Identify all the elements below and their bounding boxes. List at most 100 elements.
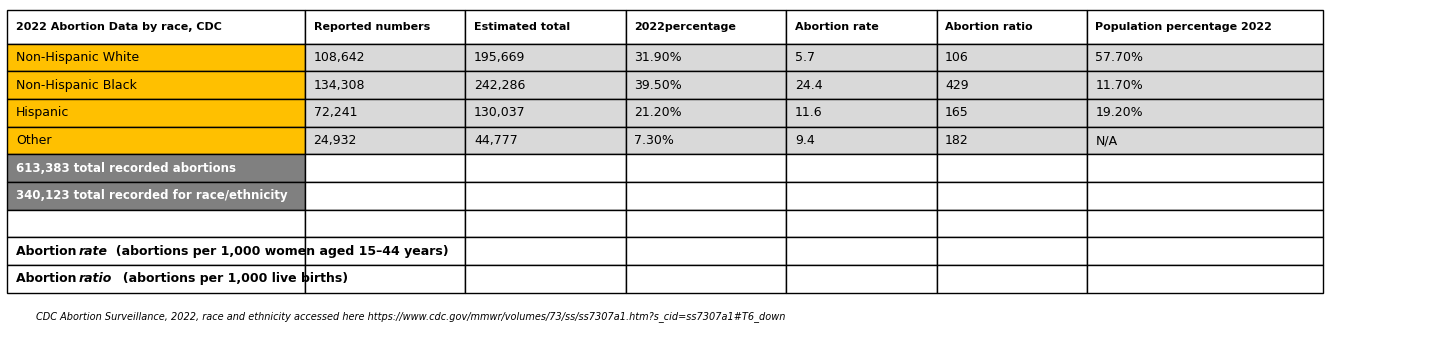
Bar xyxy=(305,71,465,99)
Bar xyxy=(626,71,786,99)
Bar xyxy=(786,237,937,265)
Bar xyxy=(626,237,786,265)
Bar xyxy=(1087,127,1323,154)
Bar xyxy=(1087,99,1323,127)
Text: 72,241: 72,241 xyxy=(314,106,357,119)
Bar xyxy=(465,10,626,44)
Bar xyxy=(7,44,305,71)
Text: N/A: N/A xyxy=(1095,134,1117,147)
Bar xyxy=(7,71,305,99)
Text: 182: 182 xyxy=(945,134,969,147)
Bar xyxy=(937,10,1087,44)
Text: 21.20%: 21.20% xyxy=(634,106,682,119)
Text: Non-Hispanic Black: Non-Hispanic Black xyxy=(16,79,136,92)
Bar xyxy=(305,10,465,44)
Bar xyxy=(937,71,1087,99)
Bar xyxy=(937,99,1087,127)
Text: 195,669: 195,669 xyxy=(474,51,526,64)
Bar xyxy=(465,154,626,182)
Bar xyxy=(465,210,626,237)
Bar xyxy=(1087,265,1323,293)
Bar xyxy=(305,237,465,265)
Text: Abortion rate: Abortion rate xyxy=(795,22,878,32)
Bar xyxy=(1087,10,1323,44)
Text: rate: rate xyxy=(79,245,107,257)
Text: Abortion ratio: Abortion ratio xyxy=(945,22,1032,32)
Text: CDC Abortion Surveillance, 2022, race and ethnicity accessed here https://www.cd: CDC Abortion Surveillance, 2022, race an… xyxy=(36,311,785,322)
Bar xyxy=(305,99,465,127)
Bar xyxy=(937,154,1087,182)
Text: (abortions per 1,000 women aged 15–44 years): (abortions per 1,000 women aged 15–44 ye… xyxy=(107,245,448,257)
Bar xyxy=(305,154,465,182)
Bar xyxy=(465,237,626,265)
Text: 9.4: 9.4 xyxy=(795,134,815,147)
Text: 57.70%: 57.70% xyxy=(1095,51,1144,64)
Bar xyxy=(937,265,1087,293)
Text: Estimated total: Estimated total xyxy=(474,22,570,32)
Text: 130,037: 130,037 xyxy=(474,106,526,119)
Bar xyxy=(1087,71,1323,99)
Bar xyxy=(1087,154,1323,182)
Text: 429: 429 xyxy=(945,79,968,92)
Bar xyxy=(465,71,626,99)
Text: Population percentage 2022: Population percentage 2022 xyxy=(1095,22,1273,32)
Bar xyxy=(465,127,626,154)
Bar xyxy=(7,265,305,293)
Bar xyxy=(937,44,1087,71)
Bar xyxy=(7,210,305,237)
Bar xyxy=(465,265,626,293)
Text: (abortions per 1,000 live births): (abortions per 1,000 live births) xyxy=(115,272,348,285)
Bar xyxy=(786,265,937,293)
Bar xyxy=(7,127,305,154)
Text: 39.50%: 39.50% xyxy=(634,79,682,92)
Text: Other: Other xyxy=(16,134,52,147)
Bar xyxy=(7,99,305,127)
Bar xyxy=(786,71,937,99)
Text: 11.70%: 11.70% xyxy=(1095,79,1143,92)
Text: ratio: ratio xyxy=(79,272,112,285)
Text: 24.4: 24.4 xyxy=(795,79,822,92)
Text: 613,383 total recorded abortions: 613,383 total recorded abortions xyxy=(16,162,236,175)
Bar xyxy=(1087,237,1323,265)
Bar xyxy=(786,44,937,71)
Bar xyxy=(626,44,786,71)
Bar xyxy=(937,210,1087,237)
Bar xyxy=(305,182,465,210)
Text: Reported numbers: Reported numbers xyxy=(314,22,430,32)
Text: 24,932: 24,932 xyxy=(314,134,357,147)
Bar xyxy=(786,10,937,44)
Bar xyxy=(465,44,626,71)
Bar xyxy=(937,237,1087,265)
Text: 7.30%: 7.30% xyxy=(634,134,674,147)
Bar xyxy=(305,127,465,154)
Bar xyxy=(7,237,305,265)
Bar xyxy=(626,182,786,210)
Text: 242,286: 242,286 xyxy=(474,79,526,92)
Bar xyxy=(1087,182,1323,210)
Bar xyxy=(1087,44,1323,71)
Bar xyxy=(786,127,937,154)
Bar xyxy=(786,154,937,182)
Text: 134,308: 134,308 xyxy=(314,79,365,92)
Text: Abortion: Abortion xyxy=(16,245,80,257)
Bar xyxy=(626,127,786,154)
Text: 5.7: 5.7 xyxy=(795,51,815,64)
Text: 2022 Abortion Data by race, CDC: 2022 Abortion Data by race, CDC xyxy=(16,22,222,32)
Bar xyxy=(786,99,937,127)
Text: Non-Hispanic White: Non-Hispanic White xyxy=(16,51,139,64)
Bar xyxy=(305,265,465,293)
Bar xyxy=(7,154,305,182)
Bar xyxy=(626,154,786,182)
Bar xyxy=(7,10,305,44)
Bar xyxy=(626,10,786,44)
Text: 44,777: 44,777 xyxy=(474,134,518,147)
Bar xyxy=(626,99,786,127)
Bar xyxy=(305,44,465,71)
Text: 11.6: 11.6 xyxy=(795,106,822,119)
Bar xyxy=(937,127,1087,154)
Text: 106: 106 xyxy=(945,51,969,64)
Bar xyxy=(7,182,305,210)
Text: 2022percentage: 2022percentage xyxy=(634,22,736,32)
Text: Hispanic: Hispanic xyxy=(16,106,69,119)
Bar xyxy=(937,182,1087,210)
